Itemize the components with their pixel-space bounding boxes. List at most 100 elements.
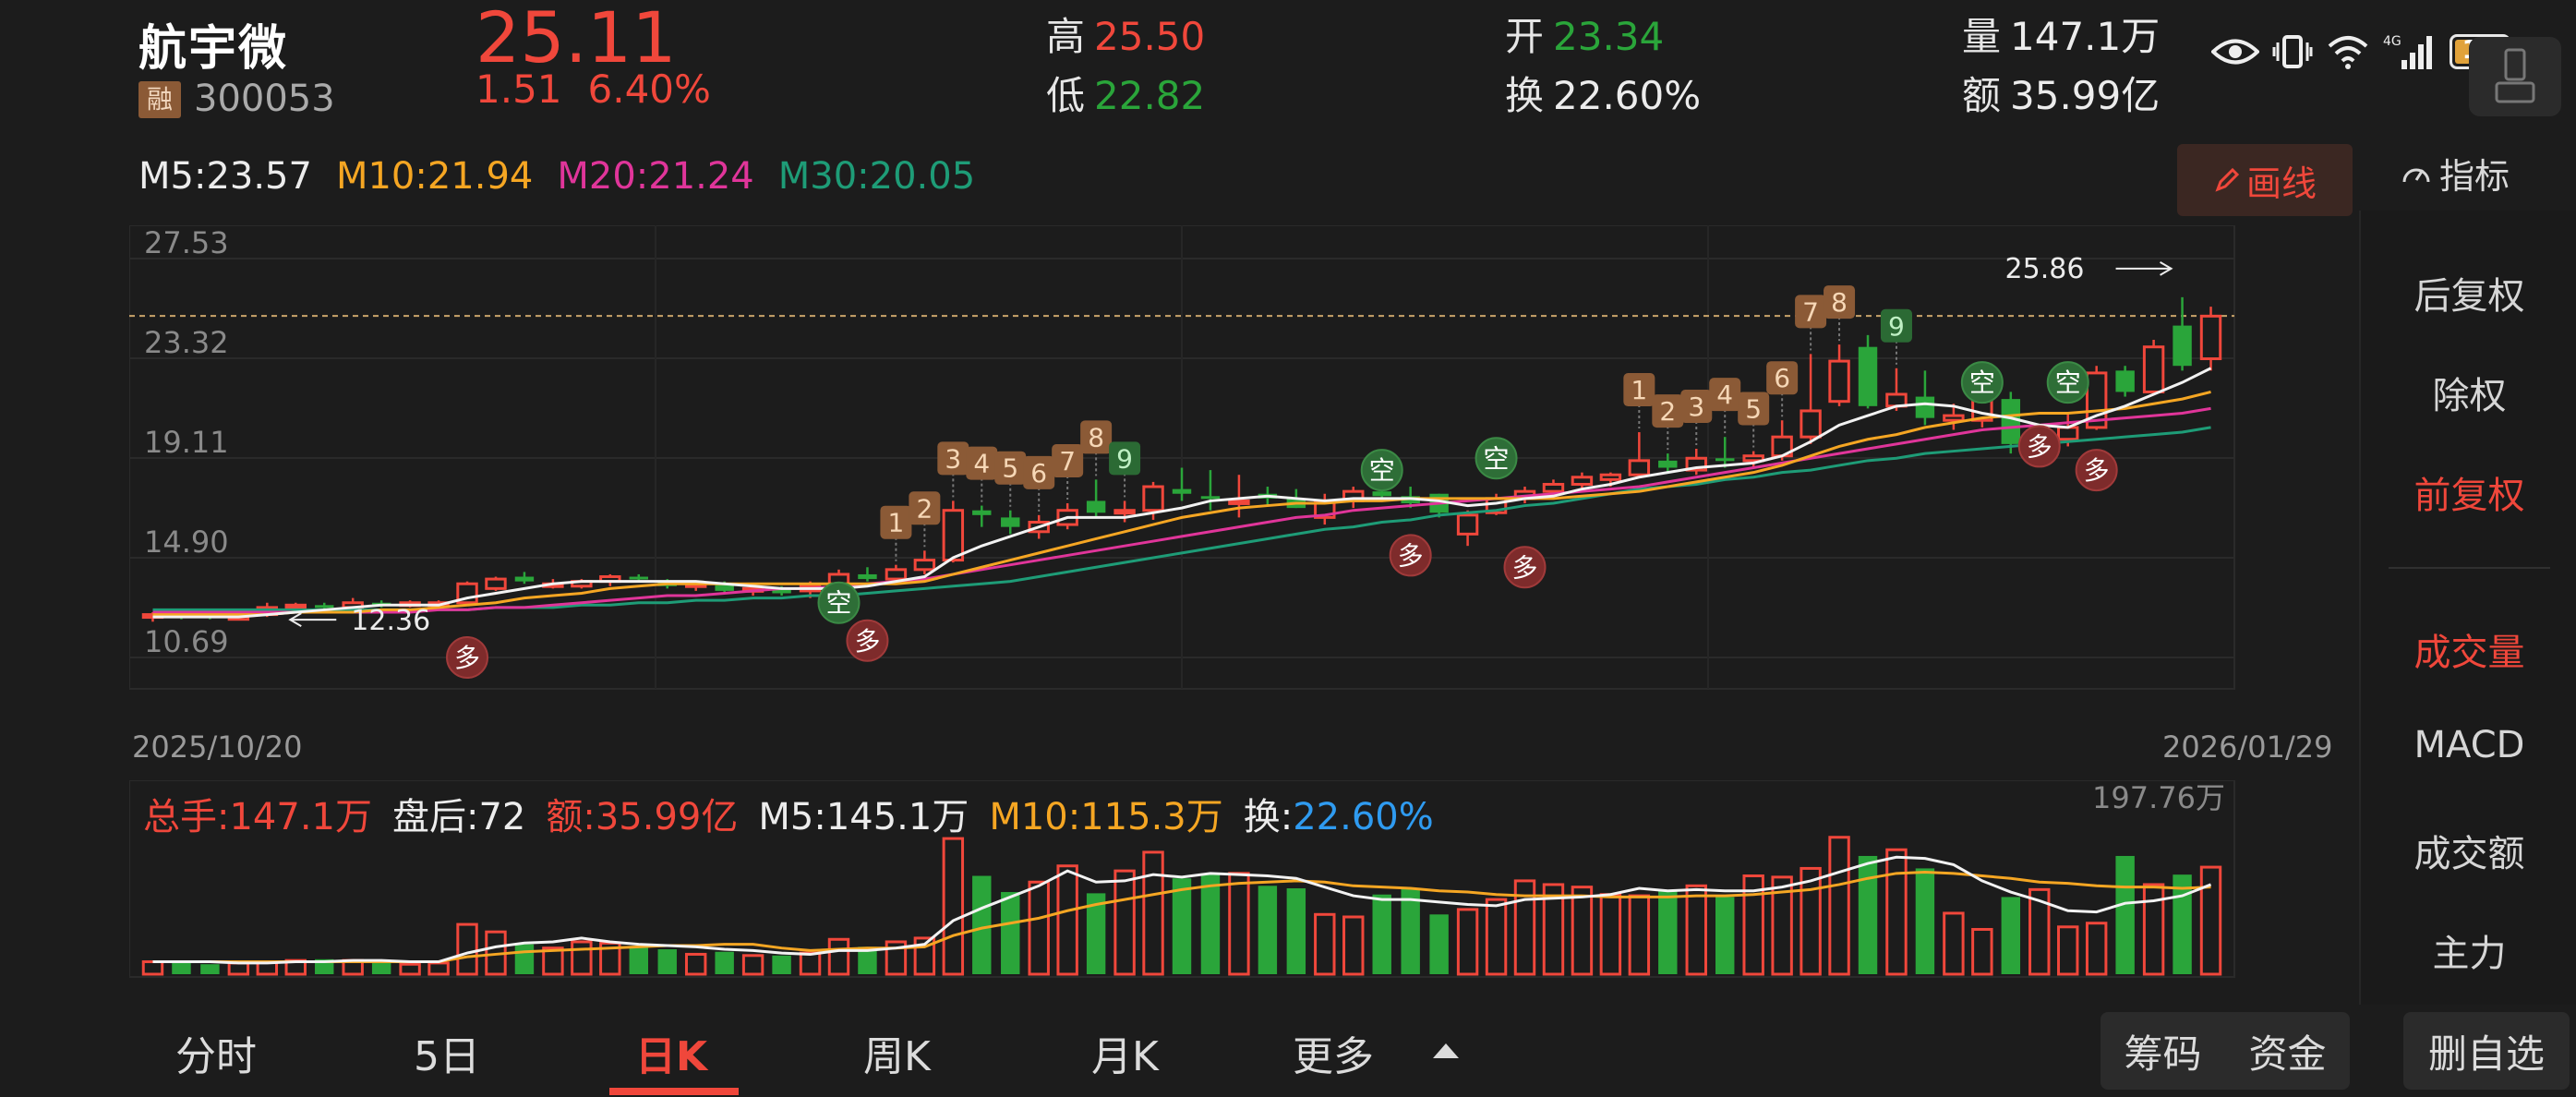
caret-up-icon[interactable] [1433, 1043, 1459, 1058]
candle-body [913, 559, 936, 572]
candle-body [1372, 491, 1391, 497]
nine-turn-count: 9 [1888, 311, 1905, 342]
volume-bar [2142, 883, 2165, 976]
rotate-screen-icon [2495, 48, 2535, 103]
volume-bar [715, 951, 734, 974]
change-percent: 6.40% [587, 66, 711, 112]
nine-turn-badge [880, 505, 912, 539]
chips-funds-group: 筹码 资金 [2101, 1012, 2350, 1090]
candle-body [1658, 460, 1678, 468]
candle-body [2057, 426, 2079, 441]
tab-monthly-k[interactable]: 月K [1091, 1033, 1159, 1080]
menu-turnover-amount[interactable]: 成交额 [2413, 833, 2525, 875]
volume-bar [1314, 912, 1336, 976]
candle-body [1915, 396, 1935, 418]
y-tick-label: 10.69 [144, 624, 229, 659]
candle-body [1200, 496, 1221, 500]
signal-label: 空 [1969, 368, 1995, 398]
volume-bar [1286, 888, 1306, 974]
gauge-icon [2402, 168, 2430, 182]
low-marker-arrowhead [288, 612, 302, 628]
landscape-toggle-button[interactable] [2469, 37, 2561, 116]
menu-volume[interactable]: 成交量 [2413, 632, 2525, 674]
candle-body [1828, 359, 1850, 404]
vol-ma5-line [152, 855, 2212, 965]
amount-stat: 额 35.99亿 [1962, 65, 2160, 121]
volume-bar [2085, 922, 2108, 976]
price-change: 1.51 6.40% [475, 66, 737, 112]
remove-watchlist-button[interactable]: 删自选 [2403, 1012, 2570, 1090]
signal-label: 多 [1511, 552, 1537, 583]
volume-bar [827, 937, 850, 976]
volume-bar [1342, 915, 1365, 976]
candle-body [1142, 485, 1164, 512]
signal-label: 多 [854, 626, 880, 657]
nine-turn-badge [994, 451, 1027, 485]
short-signal [1475, 437, 1518, 480]
y-tick-label: 23.32 [144, 325, 229, 360]
candle-body [972, 510, 992, 515]
nine-turn-count: 1 [887, 508, 904, 538]
volume-bar [858, 946, 877, 974]
signal-label: 空 [2055, 368, 2081, 398]
nine-turn-badge [1709, 378, 1741, 412]
indicator-label: 指标 [2439, 156, 2510, 197]
ma10-value: M10:21.94 [335, 155, 534, 198]
volume-bar [1943, 911, 1965, 976]
volume-bar [1542, 883, 1565, 976]
tab-more[interactable]: 更多 [1293, 1033, 1374, 1080]
tab-5day[interactable]: 5日 [414, 1033, 480, 1080]
nine-turn-badge [1052, 443, 1084, 477]
chips-button[interactable]: 筹码 [2124, 1031, 2202, 1077]
nine-turn-badge [937, 441, 969, 476]
candle-body [1001, 517, 1020, 527]
tab-weekly-k[interactable]: 周K [863, 1033, 931, 1080]
network-type-label: 4G [2383, 34, 2401, 49]
end-date: 2026/01/29 [2162, 729, 2333, 765]
menu-macd[interactable]: MACD [2413, 724, 2525, 766]
funds-button[interactable]: 资金 [2248, 1031, 2327, 1077]
volume-chart[interactable]: 197.76万 [129, 780, 2336, 979]
long-signal [1503, 546, 1547, 589]
nine-turn-count: 3 [945, 443, 961, 474]
volume-bar [2199, 865, 2222, 976]
pencil-icon [2215, 167, 2240, 192]
volume-bar [1172, 878, 1192, 974]
menu-pre-adjusted[interactable]: 前复权 [2413, 475, 2525, 517]
draw-line-button[interactable]: 画线 [2177, 144, 2353, 216]
open-value: 23.34 [1553, 14, 1665, 59]
volume-bar [1258, 886, 1278, 974]
volume-stat: 量 147.1万 [1962, 6, 2160, 62]
last-price: 25.11 [475, 0, 677, 78]
volume-ma5: M5:145.1万 [758, 796, 969, 838]
short-signal [1960, 361, 2004, 404]
nine-turn-badge [1080, 420, 1113, 454]
start-date: 2025/10/20 [132, 729, 303, 765]
volume-bar [1513, 879, 1536, 976]
volume-bar [1915, 868, 1935, 974]
candle-body [1742, 454, 1764, 463]
indicator-button[interactable]: 指标 [2401, 148, 2510, 199]
nine-turn-count: 9 [1116, 443, 1133, 474]
menu-post-adjusted[interactable]: 后复权 [2413, 275, 2525, 318]
nine-turn-count: 8 [1088, 422, 1104, 452]
volume-bar [1771, 875, 1793, 976]
turnover-stat: 换 22.60% [1505, 65, 1701, 121]
status-bar: 4G 15 [2211, 26, 2510, 78]
candle-body [629, 576, 648, 580]
volume-bar [684, 952, 707, 976]
nine-turn-count: 6 [1774, 363, 1790, 393]
low-stat: 低 22.82 [1046, 65, 1205, 121]
candle-body [1858, 346, 1878, 406]
tab-intraday[interactable]: 分时 [175, 1033, 257, 1080]
tab-daily-k[interactable]: 日K [635, 1033, 708, 1080]
volume-bar [2001, 897, 2021, 974]
volume-bar [741, 954, 764, 976]
volume-bar [1828, 836, 1850, 976]
volume-legend: 总手:147.1万 盘后:72 额:35.99亿 M5:145.1万 M10:1… [143, 787, 1434, 840]
menu-main-force[interactable]: 主力 [2432, 933, 2507, 975]
volume-bar [799, 951, 822, 976]
menu-ex-rights[interactable]: 除权 [2432, 375, 2507, 417]
volume-bar [1200, 873, 1221, 974]
